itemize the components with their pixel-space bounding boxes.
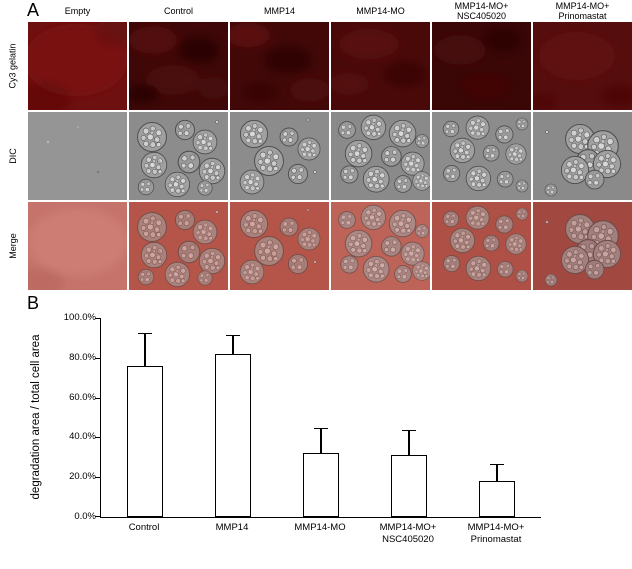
- micrograph-merge-mmp14-mo-nsc405020: [432, 202, 531, 290]
- micrograph-cy3-mmp14-mo-nsc405020: [432, 22, 531, 110]
- y-tick-label-20: 20.0%: [69, 471, 96, 483]
- y-tick-mark: [95, 318, 101, 319]
- error-bar-mmp14-mo-prinomastat: [490, 464, 504, 482]
- x-tick-label-mmp14: MMP14: [215, 522, 249, 533]
- y-tick-label-40: 40.0%: [69, 431, 96, 443]
- micrograph-dic-mmp14-mo-nsc405020: [432, 112, 531, 200]
- x-tick-label-control: Control: [128, 522, 160, 533]
- panel-a-label: A: [27, 0, 40, 20]
- error-bar-mmp14: [226, 334, 240, 354]
- bar-group-mmp14-mo-nsc405020: [365, 318, 453, 517]
- y-tick-label-60: 60.0%: [69, 391, 96, 403]
- column-header-mmp14-mo: MMP14-MO: [356, 5, 405, 16]
- bar-mmp14: [215, 353, 251, 517]
- error-bar-mmp14-mo: [314, 428, 328, 454]
- panel-b-label: B: [27, 293, 40, 313]
- x-tick-label-mmp14-mo: MMP14-MO: [294, 522, 346, 533]
- bar-group-control: [101, 318, 189, 517]
- column-header-row: Empty Control MMP14 MMP14-MO MMP14-MO+ N…: [0, 0, 632, 22]
- y-tick-mark: [95, 437, 101, 439]
- row-merge: Merge: [0, 202, 632, 290]
- micrograph-dic-mmp14-mo: [331, 112, 430, 200]
- row-cy3-gelatin: Cy3 gelatin: [0, 22, 632, 110]
- y-tick-label-100: 100.0%: [63, 312, 96, 323]
- y-tick-mark: [95, 357, 101, 359]
- bar-mmp14-mo-nsc405020: [391, 455, 427, 517]
- error-bar-mmp14-mo-nsc405020: [402, 430, 416, 456]
- row-dic: DIC: [0, 112, 632, 200]
- micrograph-dic-control: [129, 112, 228, 200]
- panel-b: B degradation area / total cell area 0.0…: [0, 292, 632, 569]
- row-label-cy3-gelatin: Cy3 gelatin: [8, 43, 18, 89]
- bar-group-mmp14: [189, 318, 277, 517]
- column-header-control: Control: [163, 5, 193, 16]
- micrograph-cy3-mmp14: [230, 22, 329, 110]
- y-tick-mark: [95, 516, 101, 517]
- panel-a: A Empty Control MMP14 MMP14-MO MMP14-MO+…: [0, 0, 632, 290]
- bar-chart-plot-area: [95, 318, 541, 518]
- column-header-mmp14-mo-nsc405020: MMP14-MO+ NSC405020: [454, 0, 509, 21]
- micrograph-cy3-mmp14-mo: [331, 22, 430, 110]
- micrograph-cy3-mmp14-mo-prinomastat: [533, 22, 632, 110]
- y-axis-tick-labels: 0.0% 20.0% 40.0% 60.0% 80.0% 100.0%: [56, 312, 96, 522]
- bar-mmp14-mo: [303, 453, 339, 517]
- y-tick-label-80: 80.0%: [69, 351, 96, 363]
- y-tick-label-0: 0.0%: [74, 511, 96, 522]
- micrograph-merge-control: [129, 202, 228, 290]
- y-tick-mark: [95, 477, 101, 479]
- micrograph-dic-empty: [28, 112, 127, 200]
- y-axis-title: degradation area / total cell area: [30, 334, 42, 500]
- micrograph-merge-mmp14-mo: [331, 202, 430, 290]
- column-header-mmp14-mo-prinomastat: MMP14-MO+ Prinomastat: [555, 0, 610, 21]
- bar-mmp14-mo-prinomastat: [479, 481, 515, 517]
- micrograph-dic-mmp14: [230, 112, 329, 200]
- column-header-empty: Empty: [64, 5, 91, 16]
- micrograph-cy3-empty: [28, 22, 127, 110]
- bar-group-mmp14-mo-prinomastat: [453, 318, 541, 517]
- y-tick-mark: [95, 397, 101, 399]
- error-bar-control: [138, 332, 152, 366]
- x-tick-label-mmp14-mo-prinomastat: MMP14-MO+ Prinomastat: [467, 522, 525, 545]
- micrograph-merge-empty: [28, 202, 127, 290]
- bar-group-mmp14-mo: [277, 318, 365, 517]
- x-axis-tick-labels: Control MMP14 MMP14-MO MMP14-MO+ NSC4050…: [100, 522, 540, 546]
- column-header-mmp14: MMP14: [263, 5, 295, 16]
- micrograph-merge-mmp14: [230, 202, 329, 290]
- row-label-dic: DIC: [8, 148, 18, 164]
- bar-control: [127, 365, 163, 517]
- row-label-merge: Merge: [7, 233, 18, 259]
- micrograph-cy3-control: [129, 22, 228, 110]
- micrograph-merge-mmp14-mo-prinomastat: [533, 202, 632, 290]
- x-tick-label-mmp14-mo-nsc405020: MMP14-MO+ NSC405020: [379, 522, 437, 545]
- micrograph-dic-mmp14-mo-prinomastat: [533, 112, 632, 200]
